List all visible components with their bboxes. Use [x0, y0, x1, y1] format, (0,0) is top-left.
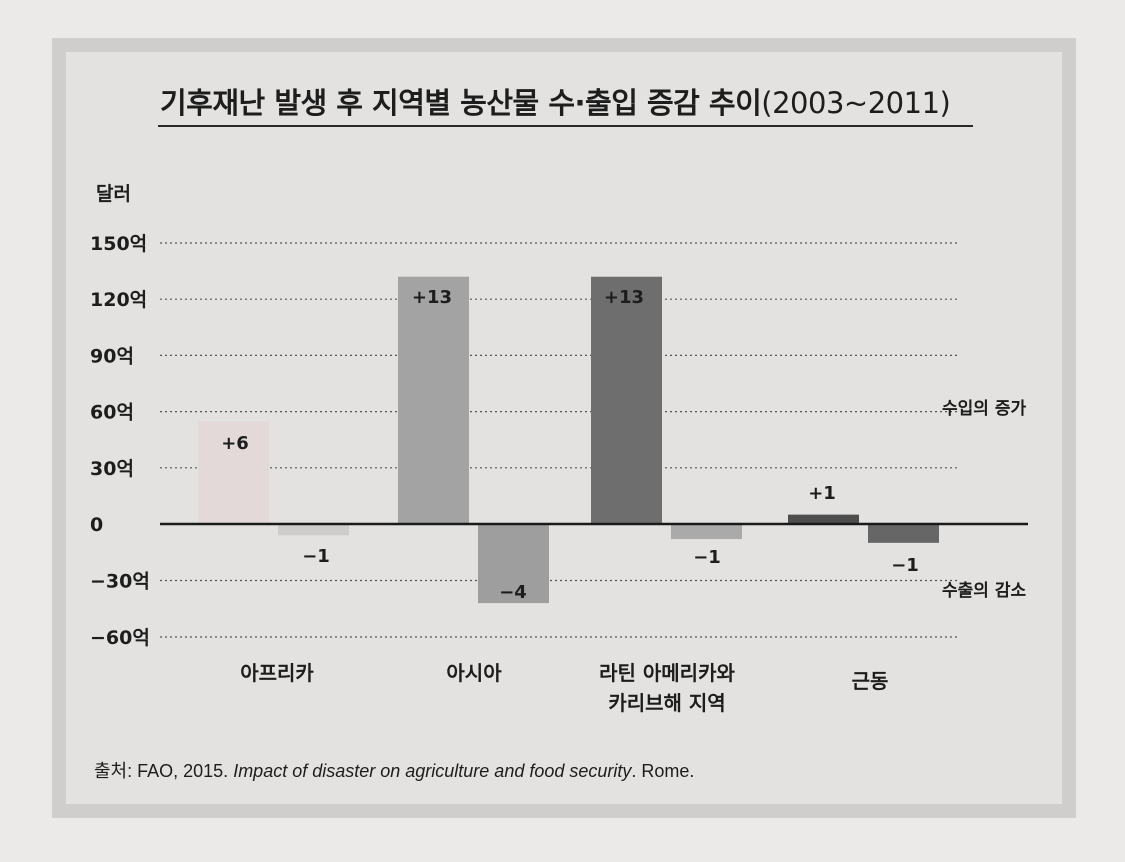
y-axis-unit-label: 달러: [96, 183, 131, 205]
chart-title-years: (2003~2011): [761, 86, 951, 120]
category-label: 근동: [852, 669, 889, 693]
data-label-export: −4: [499, 582, 527, 603]
title-underline: [158, 125, 973, 127]
y-tick-label: 150억: [90, 233, 147, 255]
chart-title: 기후재난 발생 후 지역별 농산물 수·출입 증감 추이(2003~2011): [160, 80, 970, 122]
bar-export: [671, 524, 742, 540]
data-label-export: −1: [891, 555, 919, 576]
source-prefix: 출처: FAO, 2015.: [94, 761, 234, 781]
category-label: 카리브해 지역: [608, 691, 725, 715]
bar-export: [278, 524, 349, 536]
data-label-import: +13: [412, 287, 452, 308]
y-tick-label: 60억: [90, 402, 134, 424]
chart-title-main: 기후재난 발생 후 지역별 농산물 수·출입 증감 추이: [160, 86, 762, 120]
y-tick-label: 30억: [90, 458, 134, 480]
y-tick-label: −60억: [90, 627, 150, 649]
category-label: 라틴 아메리카와: [599, 661, 735, 685]
data-label-export: −1: [693, 547, 721, 568]
source-suffix: . Rome.: [631, 761, 695, 781]
data-label-import: +13: [604, 287, 644, 308]
bar-import: [788, 514, 859, 524]
category-label: 아프리카: [240, 661, 314, 685]
y-tick-label: −30억: [90, 571, 150, 593]
y-tick-label: 120억: [90, 289, 147, 311]
bar-import: [591, 276, 662, 524]
data-label-import: +1: [808, 483, 836, 504]
data-label-export: −1: [302, 546, 330, 567]
category-label: 아시아: [446, 661, 502, 685]
annotation-export-decrease: 수출의 감소: [942, 581, 1026, 601]
y-tick-label: 90억: [90, 345, 134, 367]
bar-import: [198, 420, 269, 524]
annotation-import-increase: 수입의 증가: [942, 399, 1026, 419]
source-work-title: Impact of disaster on agriculture and fo…: [233, 761, 632, 781]
bar-export: [478, 524, 549, 604]
y-tick-label: 0: [90, 514, 103, 536]
bar-import: [398, 276, 469, 524]
source-citation: 출처: FAO, 2015. Impact of disaster on agr…: [94, 757, 694, 783]
data-label-import: +6: [221, 433, 249, 454]
bar-export: [868, 524, 939, 543]
